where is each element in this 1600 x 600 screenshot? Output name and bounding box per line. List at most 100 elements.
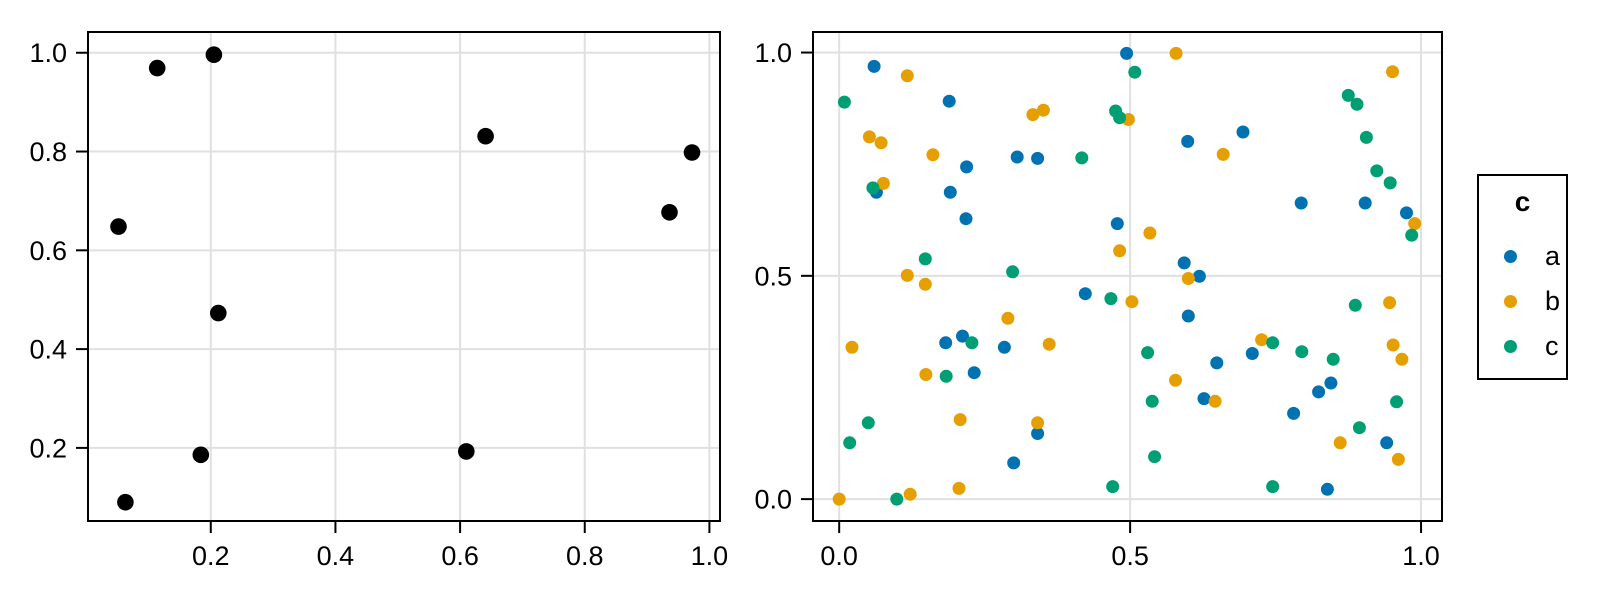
scatter-point-b bbox=[1333, 436, 1347, 450]
x-tick-label: 1.0 bbox=[1402, 541, 1440, 571]
scatter-point-b bbox=[903, 487, 917, 501]
scatter-point-c bbox=[1359, 130, 1373, 144]
scatter-point-c bbox=[1075, 151, 1089, 165]
scatter-point-b bbox=[1395, 352, 1409, 366]
scatter-point-b bbox=[1143, 226, 1157, 240]
scatter-point-b bbox=[1042, 337, 1056, 351]
y-tick-label: 0.4 bbox=[29, 335, 67, 365]
y-tick-label: 0.6 bbox=[29, 236, 67, 266]
scatter-point-b bbox=[900, 69, 914, 83]
scatter-point-b bbox=[1026, 108, 1040, 122]
scatter-point-c bbox=[1390, 395, 1404, 409]
legend-marker-b-icon bbox=[1504, 295, 1517, 308]
x-tick-label: 0.8 bbox=[566, 541, 604, 571]
scatter-point-b bbox=[1169, 373, 1182, 387]
scatter-point-c bbox=[1383, 176, 1397, 190]
legend-marker-a-icon bbox=[1504, 250, 1517, 263]
scatter-point-a bbox=[1192, 269, 1206, 283]
legend-entries: a b c bbox=[1479, 234, 1566, 369]
legend-entry-b: b bbox=[1479, 279, 1566, 324]
x-tick-label: 1.0 bbox=[691, 541, 729, 571]
x-tick-label: 0.6 bbox=[441, 541, 479, 571]
scatter-point-a bbox=[939, 336, 953, 350]
scatter-point-c bbox=[1148, 450, 1162, 464]
scatter-point-a bbox=[1031, 427, 1045, 440]
scatter-point-b bbox=[1255, 333, 1269, 347]
legend-entry-a: a bbox=[1479, 234, 1566, 279]
scatter-point-b bbox=[1386, 338, 1400, 352]
scatter-point-c bbox=[1106, 480, 1120, 494]
scatter-point-a bbox=[997, 340, 1011, 354]
y-tick-label: 0.2 bbox=[29, 433, 67, 463]
scatter-point-b bbox=[926, 148, 940, 162]
legend-label-c: c bbox=[1545, 331, 1559, 361]
x-tick-label: 0.2 bbox=[192, 541, 230, 571]
scatter-point-b bbox=[874, 136, 888, 150]
scatter-point-a bbox=[942, 94, 956, 108]
x-tick-label: 0.0 bbox=[820, 541, 858, 571]
scatter-point-c bbox=[939, 369, 953, 383]
scatter-point-c bbox=[1266, 480, 1280, 494]
scatter-point-b bbox=[1001, 311, 1015, 325]
scatter-point-c bbox=[890, 492, 904, 506]
scatter-point-c bbox=[965, 336, 979, 350]
scatter-point-c bbox=[861, 416, 875, 430]
scatter-point-c bbox=[1370, 164, 1384, 178]
scatter-point-c bbox=[1141, 346, 1155, 360]
x-tick-label: 0.4 bbox=[317, 541, 355, 571]
scatter-point-a bbox=[1010, 150, 1024, 164]
scatter-point-b bbox=[919, 368, 933, 381]
scatter-point-b bbox=[1125, 295, 1139, 309]
scatter-point-c bbox=[918, 252, 932, 266]
scatter-point-a bbox=[1400, 206, 1413, 220]
scatter-point-c bbox=[1350, 97, 1364, 111]
scatter-point-a bbox=[867, 59, 881, 73]
scatter-point-a bbox=[1177, 256, 1191, 270]
scatter-point-a bbox=[1181, 134, 1195, 148]
scatter-point bbox=[148, 59, 166, 77]
scatter-point-a bbox=[1245, 347, 1259, 360]
scatter-point-a bbox=[1210, 356, 1224, 370]
scatter-point-a bbox=[1007, 456, 1021, 470]
scatter-point-a bbox=[1294, 196, 1308, 210]
scatter-point bbox=[458, 443, 475, 460]
scatter-point-b bbox=[1031, 416, 1045, 430]
scatter-point-c bbox=[1405, 228, 1419, 242]
scatter-point-a bbox=[1110, 217, 1124, 231]
scatter-point-a bbox=[1287, 406, 1301, 420]
scatter-point-b bbox=[1216, 147, 1230, 161]
scatter-point-c bbox=[866, 181, 880, 195]
scatter-point-b bbox=[1408, 217, 1422, 231]
scatter-point-b bbox=[1383, 296, 1397, 310]
scatter-point-a bbox=[1358, 196, 1372, 210]
scatter-point-a bbox=[1078, 287, 1092, 301]
scatter-point-c bbox=[843, 436, 857, 450]
scatter-point-a bbox=[1236, 125, 1250, 139]
y-tick-label: 0.8 bbox=[29, 137, 67, 167]
x-tick-label: 0.5 bbox=[1111, 541, 1149, 571]
scatter-point-c bbox=[1266, 336, 1280, 350]
scatter-point-a bbox=[1324, 376, 1338, 390]
scatter-point bbox=[205, 46, 223, 63]
scatter-point-c bbox=[1326, 352, 1340, 366]
scatter-point bbox=[661, 204, 678, 221]
scatter-point-b bbox=[1386, 65, 1399, 79]
scatter-point-c bbox=[1341, 88, 1355, 102]
scatter-point-b bbox=[1036, 103, 1050, 117]
scatter-point-b bbox=[832, 492, 846, 506]
axis-spine bbox=[87, 31, 721, 522]
legend-label-b: b bbox=[1545, 286, 1561, 316]
scatter-point-c bbox=[1295, 345, 1309, 359]
y-tick-label: 0.0 bbox=[754, 485, 792, 515]
scatter-point-a bbox=[967, 366, 981, 380]
scatter-point-a bbox=[1320, 482, 1334, 496]
scatter-point-a bbox=[1380, 436, 1394, 450]
legend: c a b c bbox=[1477, 174, 1568, 380]
scatter-point bbox=[192, 446, 210, 464]
scatter-point-a bbox=[943, 185, 957, 199]
scatter-point bbox=[210, 304, 227, 322]
scatter-point-c bbox=[1348, 298, 1362, 312]
scatter-point bbox=[477, 127, 494, 145]
